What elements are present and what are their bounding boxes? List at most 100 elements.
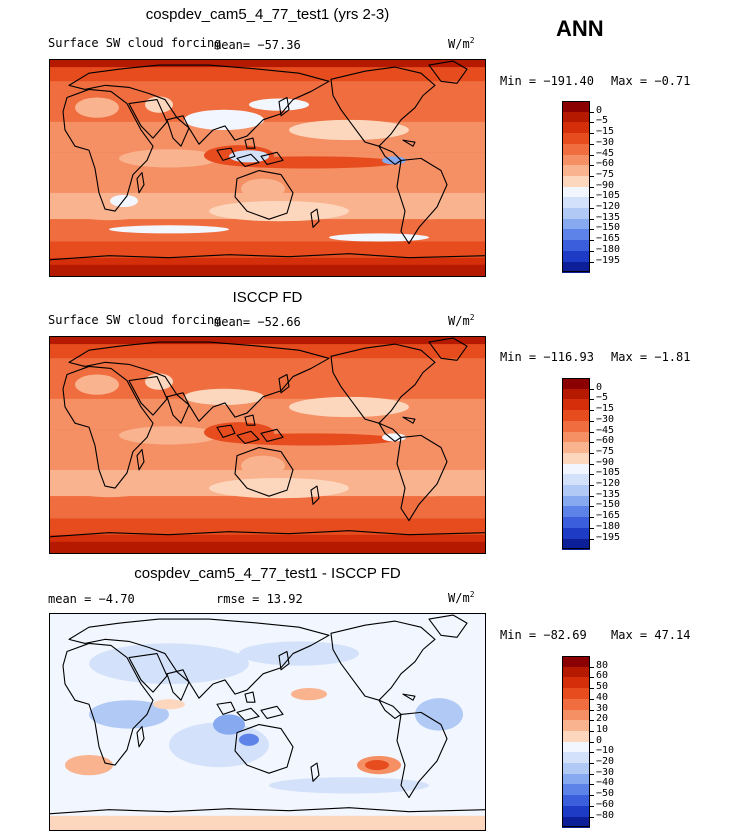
panel2-colorbar-swatch (562, 399, 590, 411)
field-patch (89, 643, 249, 684)
field-band (49, 358, 486, 399)
field-band (49, 398, 486, 430)
panel2-colorbar-label: −75 (596, 445, 615, 457)
panel2-colorbar-label: −30 (596, 413, 615, 425)
panel3-colorbar-label: 60 (596, 670, 609, 682)
panel2-colorbar-swatch (562, 527, 590, 539)
panel3-colorbar-swatch (562, 677, 590, 689)
field-band (49, 496, 486, 519)
panel2-max: Max = −1.81 (611, 350, 691, 364)
panel2-colorbar-label: 0 (596, 381, 603, 393)
panel1-colorbar-swatch (562, 240, 590, 252)
panel2-colorbar-swatch (562, 420, 590, 432)
field-patch (269, 777, 429, 794)
panel2-colorbar-tick (590, 463, 594, 465)
panel2-colorbar-label: −135 (596, 488, 621, 500)
panel1-colorbar-swatch (562, 261, 590, 273)
panel3-units: W/m2 (448, 590, 475, 605)
panel2-colorbar-swatch (562, 378, 590, 390)
panel2-colorbar-tick (590, 506, 594, 508)
panel2-colorbar-swatch (562, 506, 590, 518)
panel1-colorbar-swatch (562, 154, 590, 166)
panel3-colorbar-tick (590, 752, 594, 754)
panel1-max: Max = −0.71 (611, 74, 691, 88)
panel2-colorbar-tick (590, 452, 594, 454)
panel2-colorbar-frame (562, 378, 590, 550)
panel1-colorbar-tick (590, 111, 594, 113)
panel3-colorbar-tick (590, 816, 594, 818)
panel3-title: cospdev_cam5_4_77_test1 - ISCCP FD (134, 565, 401, 582)
panel2-colorbar-swatch (562, 442, 590, 454)
panel2-colorbar-swatch (562, 485, 590, 497)
field-patch (184, 109, 264, 130)
panel1-colorbar-label: −90 (596, 179, 615, 191)
panel2-colorbar-swatch (562, 431, 590, 443)
field-patch (69, 478, 149, 498)
panel3-colorbar-swatch (562, 720, 590, 732)
field-patch (75, 374, 119, 395)
panel1-colorbar-tick (590, 229, 594, 231)
panel3-colorbar-label: −30 (596, 766, 615, 778)
panel1-colorbar-label: −135 (596, 211, 621, 223)
field-patch (365, 760, 389, 771)
panel3-colorbar-tick (590, 720, 594, 722)
field-patch (110, 194, 138, 208)
panel1-colorbar-swatch (562, 208, 590, 220)
panel3-max: Max = 47.14 (611, 628, 691, 642)
field-patch (415, 698, 463, 731)
panel3-colorbar-tick (590, 709, 594, 711)
panel1-colorbar-frame (562, 101, 590, 273)
panel3-rmse: rmse = 13.92 (216, 592, 303, 606)
panel1-colorbar-tick (590, 154, 594, 156)
panel3-colorbar-swatch (562, 656, 590, 668)
panel3-colorbar-swatch (562, 709, 590, 721)
panel2-colorbar-tick (590, 431, 594, 433)
panel2-colorbar-label: −195 (596, 531, 621, 543)
panel1-colorbar-swatch (562, 143, 590, 155)
field-patch (389, 202, 469, 220)
panel2-colorbar-swatch (562, 495, 590, 507)
panel1-colorbar-swatch (562, 101, 590, 113)
panel2-map (49, 336, 486, 554)
panel2-colorbar-label: −105 (596, 467, 621, 479)
field-patch (229, 150, 269, 163)
field-band (49, 541, 486, 554)
panel1-colorbar-swatch (562, 250, 590, 262)
field-band (49, 264, 486, 277)
panel1-colorbar-swatch (562, 165, 590, 177)
panel2-colorbar-tick (590, 410, 594, 412)
panel1-colorbar-tick (590, 261, 594, 263)
panel2-colorbar-tick (590, 495, 594, 497)
panel3-colorbar-tick (590, 784, 594, 786)
panel3-colorbar-tick (590, 666, 594, 668)
panel1-colorbar: 0 −5 −15 −30 −45 −60 −75 −90 −105 −120 −135 −150 −16… (562, 101, 652, 274)
panel1-colorbar-tick (590, 122, 594, 124)
season-label: ANN (556, 16, 604, 41)
field-band (49, 241, 486, 258)
panel1-colorbar-label: −5 (596, 115, 609, 127)
panel1-variable: Surface SW cloud forcing (48, 36, 222, 50)
panel1-colorbar-swatch (562, 218, 590, 230)
panel3-colorbar-tick (590, 773, 594, 775)
panel1-colorbar-swatch (562, 122, 590, 134)
panel2-colorbar-swatch (562, 474, 590, 486)
panel1-colorbar-label: −105 (596, 190, 621, 202)
panel1-colorbar-tick (590, 208, 594, 209)
panel3-colorbar-swatch (562, 784, 590, 796)
panel1-colorbar-tick (590, 175, 594, 177)
panel1-colorbar-swatch (562, 133, 590, 145)
panel1-colorbar-swatch (562, 111, 590, 123)
panel1-colorbar-swatch (562, 175, 590, 187)
panel3-colorbar-label: −20 (596, 756, 615, 767)
panel2-min: Min = −116.93 (500, 350, 594, 364)
panel2-colorbar-swatch (562, 410, 590, 422)
panel1-colorbar-tick (590, 240, 594, 242)
panel3-colorbar-label: −80 (596, 809, 615, 821)
panel3-colorbar-swatch (562, 666, 590, 678)
field-patch (65, 754, 113, 776)
panel1-units: W/m2 (448, 36, 475, 51)
panel2-colorbar-tick (590, 388, 594, 390)
panel2-colorbar-swatch (562, 463, 590, 475)
panel3-map (49, 613, 486, 831)
panel2-colorbar-tick (590, 420, 594, 422)
